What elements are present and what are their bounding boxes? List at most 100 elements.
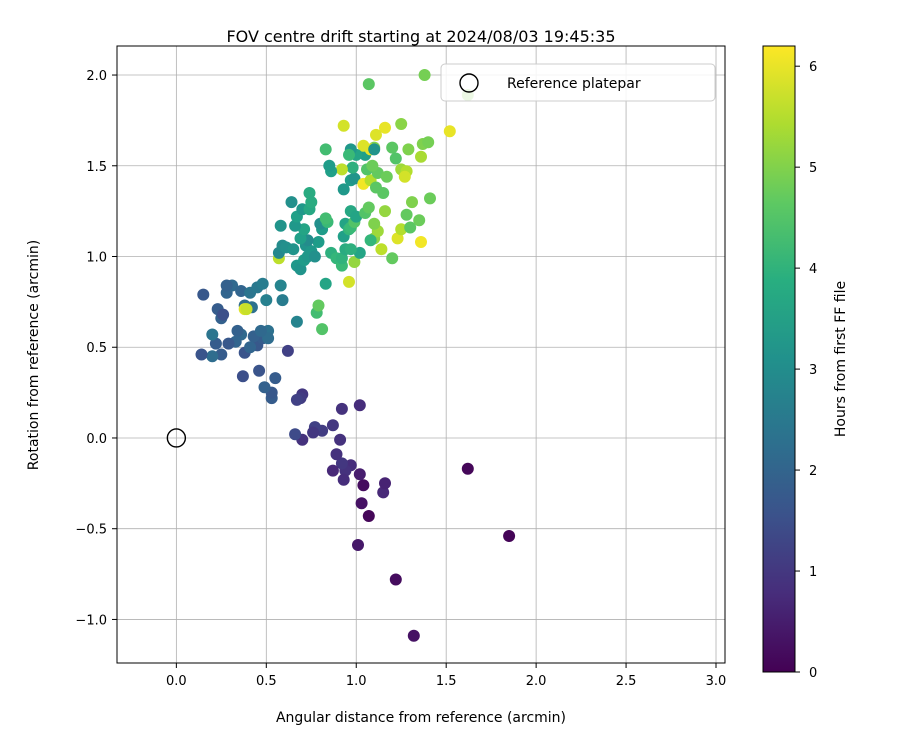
data-point	[348, 256, 361, 268]
data-point	[407, 629, 420, 642]
data-point	[375, 243, 388, 256]
data-point	[402, 143, 415, 156]
data-point	[307, 426, 320, 439]
data-point	[326, 419, 339, 432]
data-point	[386, 252, 399, 265]
data-point	[461, 462, 474, 475]
data-point	[335, 252, 348, 265]
data-point	[415, 150, 427, 163]
data-point	[357, 139, 370, 152]
data-point	[380, 170, 393, 183]
data-point	[319, 277, 332, 290]
data-point	[357, 479, 370, 492]
data-points	[195, 69, 516, 642]
data-point	[370, 181, 382, 194]
data-point	[209, 337, 222, 350]
data-point	[353, 399, 366, 412]
data-point	[346, 161, 359, 174]
data-point	[298, 223, 311, 236]
data-point	[294, 263, 307, 276]
data-point	[337, 473, 350, 486]
x-axis-ticks: 0.0 0.5 1.0 1.5 2.0 2.5 3.0	[166, 663, 726, 689]
data-point	[362, 201, 375, 214]
data-point	[355, 497, 368, 510]
y-tick-label: −1.0	[75, 613, 107, 628]
data-point	[343, 275, 355, 288]
data-point	[389, 573, 402, 586]
data-point	[368, 217, 381, 230]
colorbar-gradient	[762, 45, 796, 673]
data-point	[353, 468, 366, 481]
data-point	[335, 457, 348, 470]
data-point	[386, 141, 399, 154]
colorbar-tick-label: 2	[809, 464, 817, 479]
data-point	[231, 324, 244, 337]
colorbar: 0 1 2 3 4 5 6 Hours from first FF file	[762, 45, 849, 681]
data-point	[235, 285, 248, 297]
legend-box	[440, 63, 716, 102]
data-point	[335, 163, 348, 176]
data-point	[379, 205, 391, 218]
x-tick-label: 0.5	[256, 674, 277, 689]
y-axis-ticks: −1.0 −0.5 0.0 0.5 1.0 1.5 2.0	[75, 69, 117, 628]
data-point	[244, 341, 257, 354]
data-point	[256, 277, 269, 290]
data-point	[289, 219, 302, 232]
data-point	[289, 428, 302, 441]
data-point	[326, 464, 339, 477]
colorbar-tick-label: 6	[809, 60, 817, 75]
data-point	[323, 159, 336, 172]
data-point	[281, 344, 294, 357]
data-point	[319, 143, 332, 156]
data-point	[418, 69, 431, 81]
x-axis-label: Angular distance from reference (arcmin)	[276, 710, 566, 726]
data-point	[379, 477, 391, 490]
colorbar-tick-label: 4	[809, 262, 817, 277]
data-point	[197, 288, 210, 301]
data-point	[398, 170, 411, 183]
data-point	[240, 303, 253, 316]
colorbar-tick-label: 0	[809, 666, 817, 681]
data-point	[395, 223, 408, 236]
data-point	[222, 337, 235, 350]
data-point	[276, 294, 289, 307]
data-point	[424, 192, 436, 205]
data-point	[370, 128, 382, 141]
data-point	[422, 136, 435, 149]
y-tick-label: 0.0	[86, 432, 107, 447]
data-point	[335, 402, 348, 415]
data-point	[503, 530, 516, 542]
data-point	[379, 121, 391, 134]
data-point	[377, 486, 390, 499]
colorbar-ticks: 0 1 2 3 4 5 6	[795, 60, 817, 681]
data-point	[274, 279, 287, 292]
data-point	[254, 324, 267, 337]
data-point	[316, 323, 329, 336]
data-point	[362, 78, 375, 91]
data-point	[352, 539, 364, 551]
y-axis-label: Rotation from reference (arcmin)	[26, 240, 42, 470]
data-point	[253, 364, 266, 377]
reference-marker	[166, 428, 187, 448]
data-point	[262, 332, 275, 345]
chart-title: FOV centre drift starting at 2024/08/03 …	[226, 27, 615, 46]
data-point	[305, 196, 318, 209]
data-point	[330, 448, 343, 461]
data-point	[389, 152, 402, 165]
data-point	[337, 119, 350, 132]
data-point	[217, 308, 230, 321]
data-point	[294, 232, 307, 245]
data-point	[443, 125, 456, 138]
data-point	[258, 381, 271, 394]
x-tick-label: 1.5	[436, 674, 457, 689]
x-tick-label: 0.0	[166, 674, 187, 689]
colorbar-tick-label: 5	[809, 161, 817, 176]
x-tick-label: 3.0	[706, 674, 727, 689]
data-point	[413, 214, 426, 227]
data-point	[334, 433, 347, 446]
data-point	[362, 510, 375, 522]
data-point	[260, 294, 273, 307]
data-point	[312, 299, 325, 312]
data-point	[337, 183, 350, 196]
colorbar-tick-label: 3	[809, 363, 817, 378]
